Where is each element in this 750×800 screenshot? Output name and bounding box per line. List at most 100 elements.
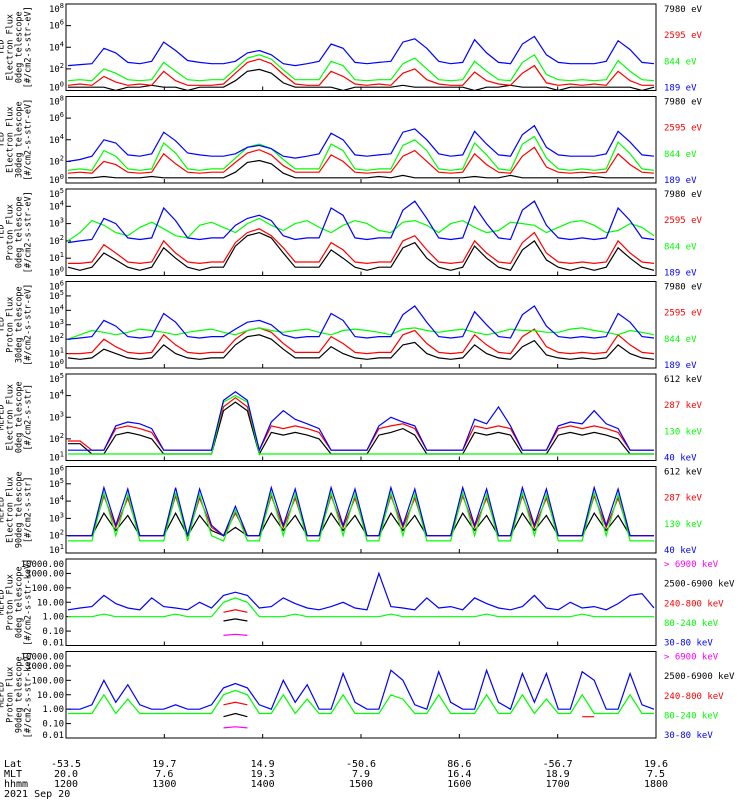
x-row-label-lat: Lat xyxy=(4,759,23,770)
legend-entry: 2595 eV xyxy=(664,216,703,226)
legend-entry: 7980 eV xyxy=(664,98,703,108)
y-tick-label: 101 xyxy=(49,347,64,360)
series-line xyxy=(68,490,654,542)
series-line xyxy=(68,485,654,537)
y-tick-label: 1000.00 xyxy=(26,662,64,672)
series-line xyxy=(67,124,655,162)
legend-entry: 612 keV xyxy=(664,468,703,478)
series-line xyxy=(223,726,248,729)
panel-1: 100 102 104 106 108 TEDElectron Flux0deg tele… xyxy=(0,2,703,94)
y-tick-label: 104 xyxy=(49,303,64,316)
series-line xyxy=(67,571,655,611)
y-tick-label: 102 xyxy=(49,529,64,542)
y-tick-label: 100 xyxy=(49,173,64,186)
x-tick-lat: 19.6 xyxy=(643,759,669,770)
legend-entry: 2595 eV xyxy=(664,31,703,41)
legend-entry: 189 eV xyxy=(664,269,697,279)
y-tick-label: 103 xyxy=(49,318,64,331)
legend-entry: 30-80 keV xyxy=(664,731,713,741)
y-tick-label: 106 xyxy=(49,465,64,478)
legend-entry: 240-800 keV xyxy=(664,599,724,609)
series-line xyxy=(68,228,655,265)
x-tick-mlt: 16.4 xyxy=(447,769,472,780)
y-tick-label: 10000.00 xyxy=(21,653,64,663)
y-tick-label: 103 xyxy=(49,410,64,423)
series-line xyxy=(223,633,248,636)
x-tick-lat: -50.6 xyxy=(345,759,377,770)
series-line xyxy=(68,401,654,456)
y-tick-label: 101 xyxy=(49,451,64,464)
panel-frame xyxy=(65,373,657,461)
y-tick-label: 103 xyxy=(49,511,64,524)
y-tick-label: 102 xyxy=(49,62,64,75)
legend-entry: 2595 eV xyxy=(664,124,703,134)
y-tick-label: 102 xyxy=(49,154,64,167)
panel-8: 0.010.10 1.00 10.00 100.00 1000.0010000.00ME… xyxy=(0,651,735,741)
x-tick-lat: 19.7 xyxy=(152,759,177,770)
y-tick-label: 100 xyxy=(49,81,64,94)
y-tick-label: 101 xyxy=(49,543,64,556)
series-line xyxy=(68,668,655,711)
panel-frame xyxy=(65,466,657,554)
y-axis-label: MEPEDProton Flux90deg telescope[#/cm2-s-… xyxy=(0,651,34,738)
legend-entry: 844 eV xyxy=(664,242,697,252)
series-line xyxy=(68,597,654,618)
y-tick-label: 100 xyxy=(49,358,64,371)
y-tick-label: 102 xyxy=(49,332,64,345)
y-tick-label: 104 xyxy=(49,389,64,402)
y-axis-label: TEDProton Flux30deg telescope[#/cm2-s-st… xyxy=(0,284,34,366)
series-line xyxy=(67,58,654,86)
plot-area: 100 102 104 106 108 TEDElectron Flux0deg tele… xyxy=(0,2,735,741)
y-tick-label: 104 xyxy=(49,133,64,146)
x-tick-hhmm: 1700 xyxy=(545,779,570,790)
x-tick-mlt: 7.9 xyxy=(351,769,371,780)
legend-entry: 287 keV xyxy=(664,494,703,504)
legend-entry: 7980 eV xyxy=(664,283,703,293)
legend-entry: 7980 eV xyxy=(664,5,703,15)
y-tick-label: 105 xyxy=(49,372,64,385)
series-line xyxy=(224,714,595,728)
x-date-label: 2021 Sep 20 xyxy=(4,789,71,800)
x-tick-hhmm: 1600 xyxy=(447,779,472,790)
y-axis-label: TEDElectron Flux30deg telescope[#/cm2-s-… xyxy=(0,99,34,181)
legend-entry: 844 eV xyxy=(664,150,697,160)
y-tick-label: 108 xyxy=(49,95,64,108)
y-tick-label: 103 xyxy=(49,217,64,230)
series-line xyxy=(68,68,655,92)
series-line xyxy=(67,327,655,340)
x-tick-hhmm: 1400 xyxy=(250,779,275,790)
x-tick-lat: -53.5 xyxy=(50,759,82,770)
series-line xyxy=(67,200,655,244)
legend-entry: 80-240 keV xyxy=(664,711,719,721)
legend-entry: 7980 eV xyxy=(664,190,703,200)
y-tick-label: 1.00 xyxy=(42,705,64,715)
legend-entry: 2500-6900 keV xyxy=(664,672,735,682)
y-tick-label: 0.01 xyxy=(42,639,64,649)
x-tick-mlt: 7.5 xyxy=(646,769,666,780)
y-tick-label: 100.00 xyxy=(31,676,64,686)
x-tick-lat: 86.6 xyxy=(447,759,472,770)
series-line xyxy=(67,53,655,82)
x-axis-footer: Lat MLT hhmm 2021 Sep 20 -53.5 20.0 1200 19… xyxy=(4,760,744,800)
x-tick-mlt: 7.6 xyxy=(155,769,174,780)
series-line xyxy=(67,35,655,67)
series-line xyxy=(67,217,655,242)
y-tick-label: 104 xyxy=(49,40,64,53)
x-tick-mlt: 20.0 xyxy=(53,769,79,780)
series-line xyxy=(68,394,654,455)
legend-entry: 844 eV xyxy=(664,57,697,67)
legend-entry: 2595 eV xyxy=(664,309,703,319)
series-line xyxy=(67,231,655,271)
panel-frame xyxy=(65,558,657,646)
legend-entry: 844 eV xyxy=(664,335,697,345)
series-line xyxy=(68,689,654,715)
series-line xyxy=(67,146,655,174)
x-row-label-hhmm: hhmm xyxy=(4,779,29,790)
x-tick-mlt: 18.9 xyxy=(545,769,570,780)
series-line xyxy=(67,135,655,171)
series-line xyxy=(67,305,655,340)
y-tick-label: 104 xyxy=(49,494,64,507)
legend-entry: 189 eV xyxy=(664,176,697,186)
